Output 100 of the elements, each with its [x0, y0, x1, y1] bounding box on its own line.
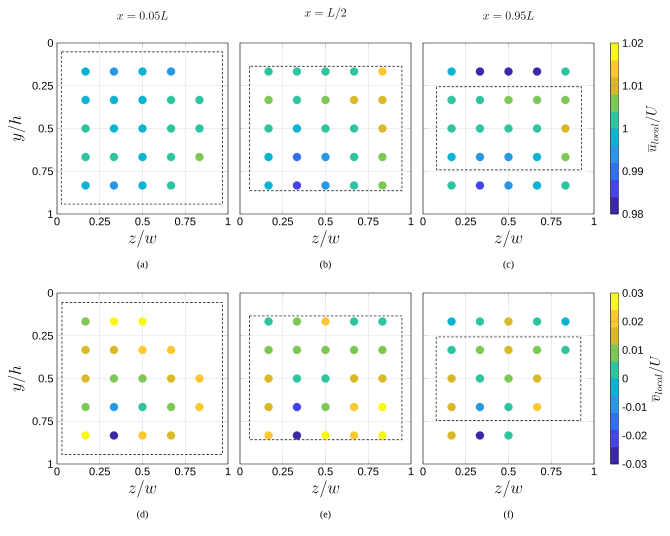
color-bar-label: 1	[622, 124, 628, 132]
point	[138, 181, 147, 190]
point	[195, 374, 204, 383]
x-axis-title: $z/w$	[494, 230, 522, 248]
point	[321, 67, 330, 76]
x-tick-label: 1	[592, 218, 597, 226]
point	[561, 124, 570, 133]
point	[321, 96, 330, 104]
point	[195, 402, 204, 412]
color-bar-label: -0.02	[622, 432, 647, 440]
point	[378, 124, 387, 133]
point	[166, 124, 176, 133]
point	[195, 124, 204, 133]
point	[447, 374, 456, 383]
color-bar-label: 0.01	[622, 346, 643, 354]
x-tick-label: 0.25	[272, 468, 293, 476]
point	[138, 374, 147, 383]
point	[504, 374, 513, 383]
point	[532, 67, 542, 76]
y-tick-label: 0.5	[38, 374, 53, 382]
point	[504, 152, 513, 162]
x-tick-label: 1	[226, 468, 231, 476]
point	[378, 374, 387, 383]
point	[378, 67, 387, 76]
point	[561, 152, 570, 162]
y-tick-label: 0.75	[32, 167, 53, 176]
color-bar-label: 0.03	[622, 289, 643, 297]
point	[350, 67, 358, 76]
point	[81, 181, 90, 190]
point	[321, 431, 330, 440]
point	[81, 346, 90, 354]
point	[166, 346, 176, 354]
x-tick-label: 0.25	[455, 468, 476, 476]
point	[561, 96, 570, 104]
point	[166, 67, 176, 76]
point	[476, 124, 484, 133]
x-tick-label: 0.5	[135, 468, 150, 476]
x-tick-label: 0.75	[540, 468, 562, 476]
point	[476, 402, 484, 412]
point	[264, 152, 273, 162]
point	[447, 402, 456, 412]
point	[110, 431, 118, 440]
x-axis-title: $z/w$	[494, 480, 522, 498]
point	[321, 181, 330, 190]
point	[350, 346, 358, 354]
point	[447, 431, 456, 440]
point	[264, 317, 273, 326]
point	[378, 181, 387, 190]
x-tick-label: 1	[226, 218, 231, 226]
point	[264, 96, 273, 104]
point	[81, 402, 90, 412]
text: (d)	[137, 510, 148, 520]
point	[476, 67, 484, 76]
point	[447, 67, 456, 76]
point	[378, 431, 387, 440]
point	[138, 124, 147, 133]
y-tick-label: 0.5	[38, 124, 53, 132]
point	[378, 402, 387, 412]
x-tick-label: 0.75	[358, 468, 378, 476]
point	[350, 374, 358, 383]
point	[166, 431, 176, 440]
point	[561, 317, 570, 326]
x-tick-label: 0	[54, 468, 60, 476]
point	[166, 374, 176, 383]
x-axis-title: $z/w$	[312, 480, 340, 498]
point	[166, 181, 176, 190]
color-bar-label: 1.01	[622, 82, 643, 90]
point	[110, 374, 118, 383]
point	[504, 317, 513, 326]
color-bar-label: -0.03	[622, 460, 647, 468]
point	[110, 152, 118, 162]
point	[561, 346, 570, 354]
x-tick-label: 0.75	[540, 218, 562, 226]
x-tick-label: 0.25	[89, 468, 110, 476]
point	[110, 181, 118, 190]
point	[292, 96, 302, 104]
x-tick-label: 0	[420, 468, 426, 476]
point	[264, 67, 273, 76]
point	[532, 152, 542, 162]
color-bar-label: 0.02	[622, 318, 643, 326]
point	[110, 346, 118, 354]
point	[504, 96, 513, 104]
color-bar-label: 0.98	[622, 210, 643, 218]
point	[138, 96, 147, 104]
point	[504, 67, 513, 76]
point	[476, 152, 484, 162]
point	[292, 67, 302, 76]
point	[504, 181, 513, 190]
point	[504, 402, 513, 412]
point	[321, 124, 330, 133]
y-axis-title: $y/h$	[8, 116, 26, 142]
point	[447, 317, 456, 326]
point	[138, 67, 147, 76]
point	[110, 124, 118, 133]
point	[350, 152, 358, 162]
point	[447, 346, 456, 354]
point	[321, 374, 330, 383]
point	[447, 96, 456, 104]
point	[138, 317, 147, 326]
point	[378, 346, 387, 354]
